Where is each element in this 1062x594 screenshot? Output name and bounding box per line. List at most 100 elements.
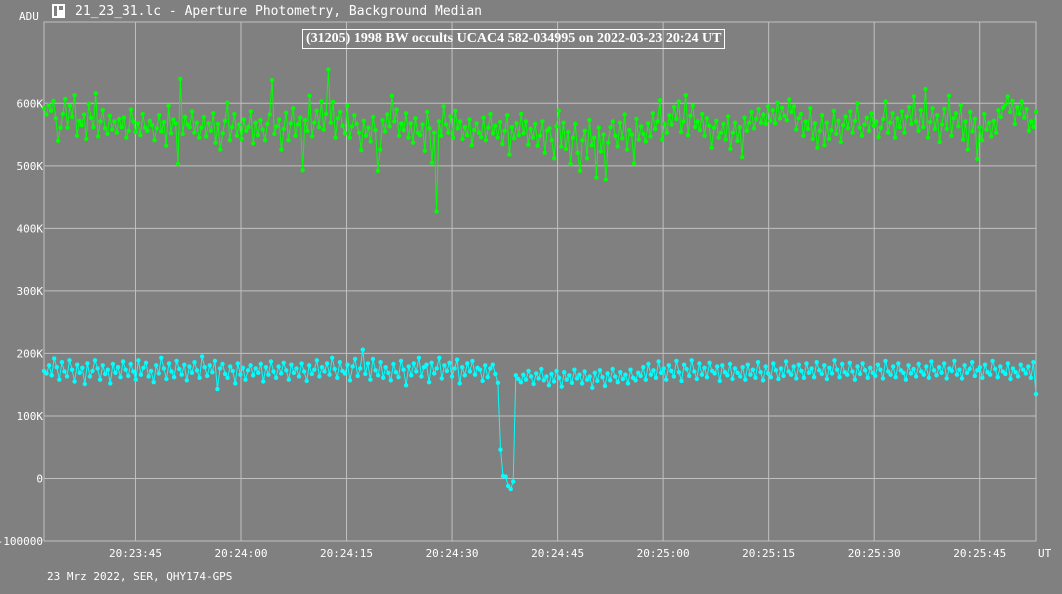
data-point [493, 123, 498, 128]
data-point [260, 127, 265, 132]
data-point [124, 135, 129, 140]
data-point [641, 365, 646, 370]
data-point [168, 131, 174, 136]
data-point [803, 119, 808, 124]
x-tick-labels: 20:23:45 20:24:00 20:24:15 20:24:30 20:24:45… [109, 547, 1006, 560]
data-point [960, 137, 966, 142]
data-point [590, 385, 595, 390]
data-point [613, 133, 618, 138]
data-point [564, 377, 569, 382]
data-point [549, 371, 554, 377]
data-point [1007, 109, 1013, 115]
data-point [72, 93, 77, 98]
data-point [684, 366, 689, 372]
data-point [286, 377, 291, 382]
data-point [539, 366, 544, 372]
data-point [692, 369, 697, 374]
data-point [519, 111, 524, 117]
data-point [796, 116, 801, 121]
data-point [819, 371, 824, 377]
data-point [643, 377, 648, 382]
data-point [41, 106, 47, 111]
data-point [108, 381, 113, 386]
data-point [970, 360, 975, 365]
data-point [876, 134, 881, 140]
data-point [383, 365, 388, 370]
data-point [233, 381, 238, 386]
data-point [51, 98, 56, 104]
data-point [662, 121, 667, 127]
data-point [772, 121, 778, 126]
data-point [883, 99, 888, 104]
data-point [182, 114, 188, 120]
data-point [542, 150, 547, 155]
data-point [653, 126, 658, 132]
data-point [422, 148, 427, 153]
data-point [386, 370, 391, 375]
data-point [448, 114, 453, 119]
data-point [211, 111, 216, 116]
series-line [43, 69, 1037, 212]
data-point [636, 370, 641, 375]
data-point [936, 365, 942, 370]
data-point [241, 117, 246, 122]
data-point [46, 363, 52, 368]
data-point [305, 128, 310, 133]
data-point [579, 381, 585, 386]
data-point [401, 367, 406, 372]
data-point [556, 108, 561, 114]
data-point [949, 368, 954, 374]
data-point [993, 366, 998, 372]
data-point [293, 133, 298, 138]
data-point [246, 124, 251, 130]
data-point [281, 360, 286, 365]
data-point [563, 146, 569, 152]
data-point [359, 148, 364, 153]
data-point [1031, 360, 1036, 365]
data-point [676, 99, 681, 104]
y-tick-label: 0 [36, 472, 43, 485]
data-point [661, 366, 666, 371]
data-point [541, 378, 546, 383]
data-point [732, 120, 738, 125]
x-axis-unit-label: UT [1038, 547, 1052, 560]
data-point [483, 138, 489, 143]
data-point [574, 376, 580, 381]
y-tick-labels: -100000 0 100K 200K 300K 400K 500K 600K [0, 97, 43, 548]
data-point [295, 122, 301, 127]
data-point [332, 366, 337, 372]
data-point [1003, 102, 1008, 107]
data-point [1010, 366, 1016, 371]
data-point [299, 361, 304, 366]
data-point [615, 144, 620, 149]
data-point [469, 143, 474, 148]
data-point [483, 363, 488, 368]
data-point [159, 355, 164, 360]
data-point [954, 372, 960, 377]
data-point [327, 372, 332, 377]
data-point [419, 374, 424, 379]
data-point [319, 99, 324, 104]
data-point [449, 374, 455, 379]
data-point [151, 380, 156, 385]
data-point [556, 375, 562, 380]
data-point [559, 144, 564, 149]
data-point [577, 372, 582, 377]
data-point [968, 109, 973, 115]
data-point [141, 365, 146, 370]
data-point [378, 360, 383, 365]
data-point [620, 376, 626, 382]
data-point [864, 115, 869, 120]
data-point [817, 128, 822, 133]
data-point [676, 370, 682, 375]
data-point [128, 107, 134, 112]
data-point [984, 127, 989, 132]
data-point [206, 121, 211, 126]
data-point [775, 100, 780, 105]
data-point [1018, 362, 1023, 367]
data-point [791, 104, 797, 109]
data-point [754, 116, 759, 122]
data-point [760, 378, 766, 383]
data-point [263, 365, 269, 370]
